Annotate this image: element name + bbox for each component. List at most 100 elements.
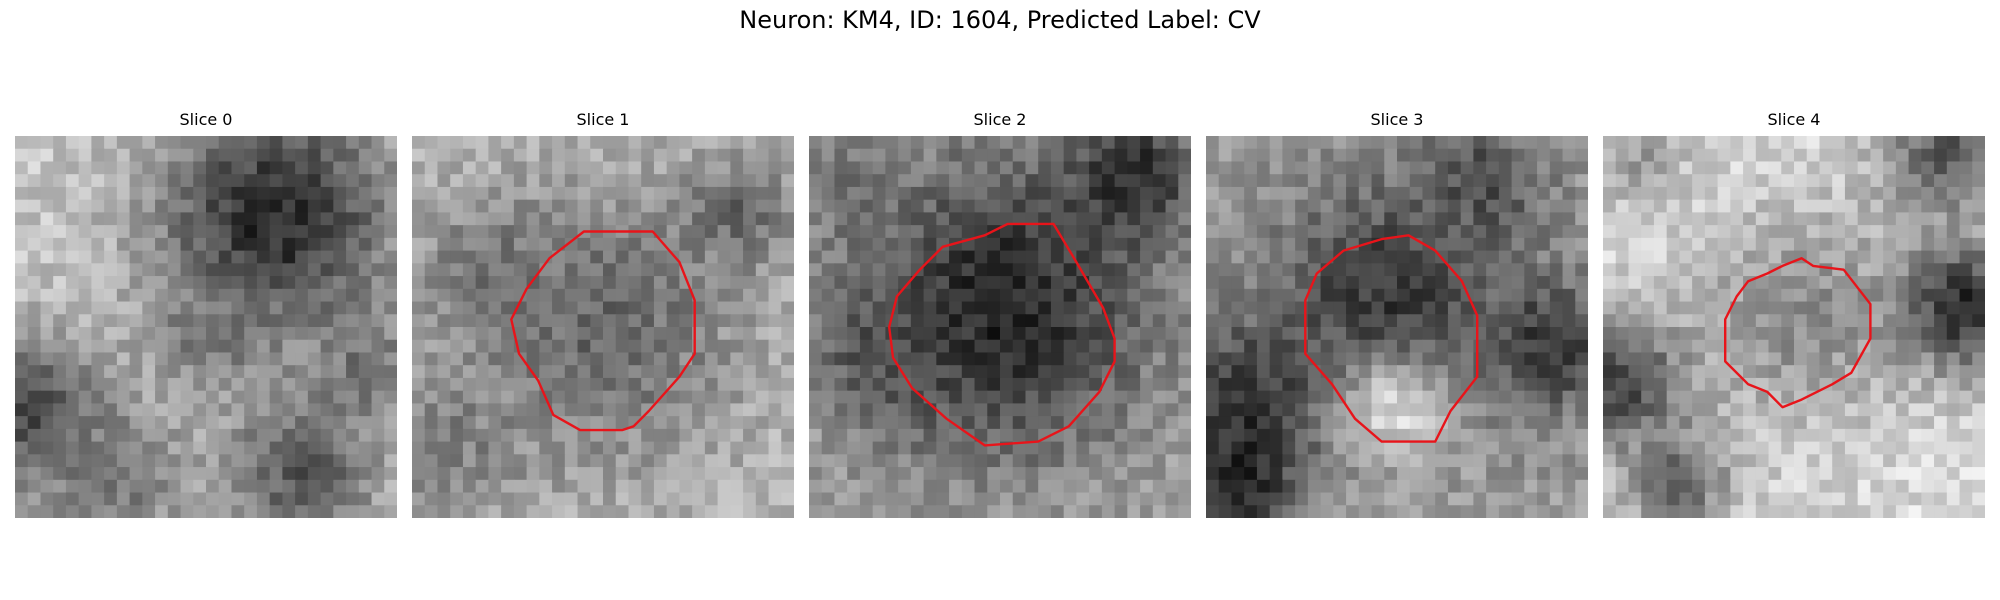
pixel [628,301,642,315]
pixel [1666,327,1680,341]
pixel [1857,314,1871,328]
pixel [1231,199,1245,213]
pixel [40,136,54,150]
pixel [1320,467,1334,481]
pixel [320,136,334,150]
pixel [692,479,706,494]
pixel [358,225,373,239]
pixel [1333,467,1347,481]
pixel [692,148,706,163]
pixel [1921,276,1935,290]
pixel [847,365,861,379]
pixel [539,365,553,379]
pixel [1615,365,1630,379]
pixel [1946,339,1961,354]
pixel [1384,467,1398,481]
pixel [40,199,54,213]
pixel [1397,390,1411,404]
pixel [346,377,360,392]
pixel [1460,148,1474,163]
pixel [1371,352,1385,366]
pixel [424,327,439,341]
pixel [1358,225,1373,239]
pixel [1511,237,1525,252]
pixel [1730,454,1744,468]
pixel [552,454,566,468]
pixel [743,339,757,354]
pixel [1524,390,1538,404]
pixel [961,390,976,404]
pixel [91,276,105,290]
pixel [1806,288,1821,303]
pixel [1089,479,1103,494]
pixel [1218,288,1233,303]
pixel [872,301,886,315]
pixel [1549,212,1564,226]
pixel [450,327,464,341]
pixel [488,314,502,328]
pixel [488,136,502,150]
pixel [1959,250,1973,264]
pixel [781,492,794,506]
pixel [1140,263,1154,277]
pixel [1282,161,1296,175]
pixel [1704,416,1719,430]
pixel [1409,199,1424,213]
pixel [872,327,886,341]
pixel [1972,314,1985,328]
pixel [333,225,347,239]
pixel [167,301,182,315]
pixel [1959,301,1973,315]
pixel [1295,161,1309,175]
pixel [307,250,322,264]
pixel [513,314,528,328]
pixel [1692,390,1706,404]
pixel [1269,314,1283,328]
pixel [269,237,283,252]
pixel [65,467,80,481]
pixel [1946,186,1961,201]
pixel [730,288,744,303]
pixel [834,263,848,277]
pixel [1870,314,1884,328]
pixel [1244,403,1258,417]
pixel [180,314,194,328]
pixel [1101,237,1116,252]
pixel [333,365,347,379]
pixel [590,288,604,303]
pixel [424,301,439,315]
pixel [1447,212,1462,226]
pixel [450,505,464,518]
pixel [564,403,579,417]
pixel [859,352,874,366]
pixel [615,237,630,252]
pixel [193,288,207,303]
pixel [1384,441,1398,455]
pixel [1946,136,1961,150]
pixel [1870,263,1884,277]
pixel [1679,339,1693,354]
pixel [564,174,579,188]
pixel [1666,390,1680,404]
slice-image-1 [412,136,794,518]
pixel [923,327,937,341]
pixel [615,339,630,354]
pixel [1641,186,1655,201]
pixel [450,454,464,468]
pixel [15,301,29,315]
pixel [91,212,105,226]
pixel [1549,403,1564,417]
pixel [218,365,233,379]
pixel [424,263,439,277]
pixel [1422,199,1436,213]
pixel [615,199,630,213]
pixel [603,505,617,518]
pixel [898,212,912,226]
pixel [603,365,617,379]
pixel [1653,199,1668,213]
pixel [1384,339,1398,354]
pixel [1743,441,1757,455]
pixel [1615,263,1630,277]
pixel [1140,467,1154,481]
pixel [1397,199,1411,213]
